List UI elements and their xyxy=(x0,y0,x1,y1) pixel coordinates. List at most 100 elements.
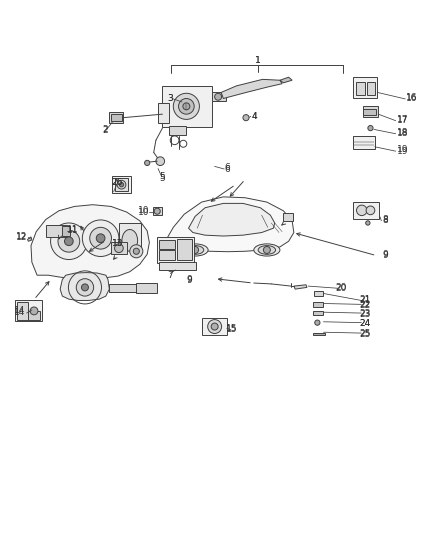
Text: 20: 20 xyxy=(335,284,346,293)
Circle shape xyxy=(208,320,222,334)
Bar xyxy=(201,318,227,335)
Text: 1: 1 xyxy=(255,56,261,64)
Circle shape xyxy=(357,205,367,215)
Circle shape xyxy=(243,115,249,120)
Text: 18: 18 xyxy=(396,128,408,137)
Circle shape xyxy=(117,180,126,189)
Circle shape xyxy=(133,248,139,254)
Text: 25: 25 xyxy=(359,330,371,339)
Polygon shape xyxy=(31,205,149,279)
Text: 11: 11 xyxy=(67,227,79,235)
Circle shape xyxy=(58,230,80,252)
Bar xyxy=(159,262,196,270)
Polygon shape xyxy=(28,237,32,241)
Bar xyxy=(159,239,175,249)
Text: 26: 26 xyxy=(111,179,122,188)
Text: 15: 15 xyxy=(226,325,238,334)
Text: 21: 21 xyxy=(359,295,371,304)
Circle shape xyxy=(64,237,73,246)
Bar xyxy=(159,249,175,261)
Bar xyxy=(212,92,226,101)
Bar xyxy=(313,302,322,306)
Text: 21: 21 xyxy=(359,296,371,305)
Text: 19: 19 xyxy=(396,146,408,155)
Circle shape xyxy=(315,320,320,325)
Text: 23: 23 xyxy=(359,309,371,318)
Text: 13: 13 xyxy=(112,239,124,248)
Circle shape xyxy=(215,93,222,100)
Text: 5: 5 xyxy=(159,174,165,183)
Text: 15: 15 xyxy=(226,324,238,333)
Text: 6: 6 xyxy=(225,165,230,174)
Text: 7: 7 xyxy=(167,271,173,280)
Bar xyxy=(62,225,70,236)
Text: 26: 26 xyxy=(111,177,122,187)
Text: 8: 8 xyxy=(382,215,388,224)
Bar xyxy=(28,311,40,320)
Text: 17: 17 xyxy=(396,116,408,125)
Text: 16: 16 xyxy=(406,94,418,103)
Circle shape xyxy=(156,157,165,166)
Bar xyxy=(46,225,67,237)
Text: 4: 4 xyxy=(252,112,257,121)
Bar xyxy=(356,83,365,94)
Circle shape xyxy=(30,307,38,315)
Bar xyxy=(283,213,293,221)
Circle shape xyxy=(50,223,87,260)
Bar xyxy=(162,86,212,127)
Text: 13: 13 xyxy=(112,239,124,248)
Circle shape xyxy=(145,160,150,166)
Text: 18: 18 xyxy=(396,130,408,138)
Text: 8: 8 xyxy=(382,216,388,225)
Bar xyxy=(169,126,186,135)
Text: 3: 3 xyxy=(167,94,173,103)
Bar xyxy=(367,83,375,94)
Text: 12: 12 xyxy=(16,231,28,240)
Text: 17: 17 xyxy=(396,115,408,124)
Circle shape xyxy=(179,99,194,114)
Text: 24: 24 xyxy=(359,319,371,328)
Text: 11: 11 xyxy=(67,225,79,234)
Text: 6: 6 xyxy=(225,163,230,172)
Ellipse shape xyxy=(254,244,280,256)
Text: 24: 24 xyxy=(359,319,371,328)
Text: 3: 3 xyxy=(167,94,173,103)
Circle shape xyxy=(81,284,88,291)
Text: 9: 9 xyxy=(382,250,388,259)
Circle shape xyxy=(90,228,112,249)
Polygon shape xyxy=(280,77,292,83)
Polygon shape xyxy=(60,272,110,301)
Ellipse shape xyxy=(122,230,138,251)
Text: 20: 20 xyxy=(335,283,346,292)
Bar xyxy=(157,237,194,263)
Bar xyxy=(110,284,138,292)
Bar xyxy=(313,333,325,335)
Text: 14: 14 xyxy=(14,306,25,316)
Text: 9: 9 xyxy=(187,275,192,284)
Text: 10: 10 xyxy=(138,207,149,216)
Text: 23: 23 xyxy=(359,310,371,319)
Bar xyxy=(115,178,128,191)
Bar xyxy=(113,176,131,193)
Bar xyxy=(314,291,322,296)
Circle shape xyxy=(183,103,190,110)
Ellipse shape xyxy=(191,246,198,254)
Bar xyxy=(136,283,157,293)
Circle shape xyxy=(76,279,94,296)
Ellipse shape xyxy=(263,246,270,254)
Bar xyxy=(110,112,123,123)
Polygon shape xyxy=(294,285,307,289)
Bar xyxy=(158,103,169,123)
Text: 9: 9 xyxy=(382,251,388,260)
Polygon shape xyxy=(165,197,294,252)
Circle shape xyxy=(368,125,373,131)
Circle shape xyxy=(211,323,218,330)
Circle shape xyxy=(82,220,119,256)
Bar xyxy=(177,239,192,261)
Ellipse shape xyxy=(182,244,208,256)
Text: 12: 12 xyxy=(16,233,28,242)
Text: 9: 9 xyxy=(187,276,192,285)
Bar xyxy=(364,109,376,116)
Text: 22: 22 xyxy=(359,300,371,309)
Text: 14: 14 xyxy=(14,308,25,317)
